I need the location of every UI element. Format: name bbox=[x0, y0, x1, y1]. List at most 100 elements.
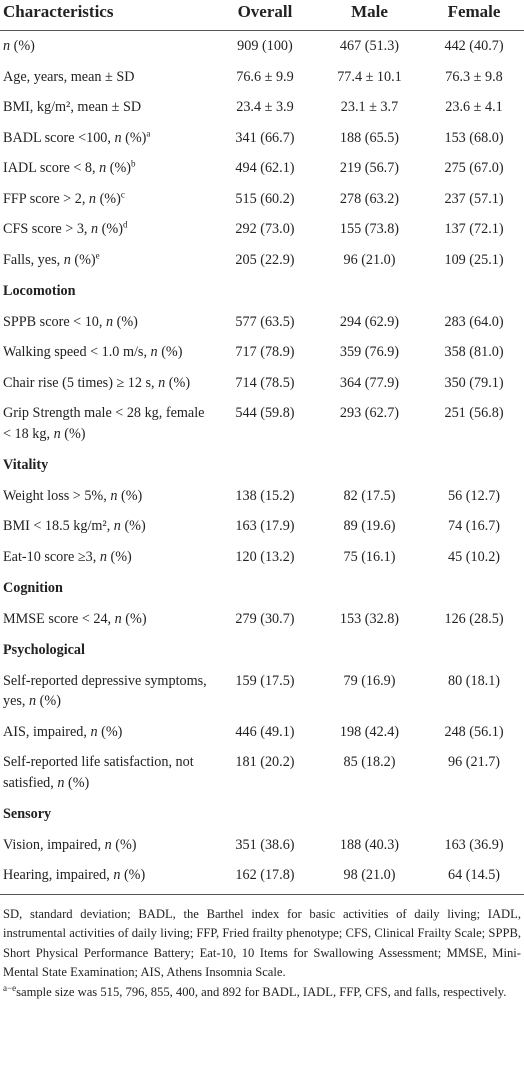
data-row: Falls, yes, n (%)e 205 (22.9) 96 (21.0) 109… bbox=[0, 245, 524, 276]
data-row: FFP score > 2, n (%)c 515 (60.2) 278 (63.2… bbox=[0, 184, 524, 215]
cell-value: 717 (78.9) bbox=[235, 344, 295, 360]
table-wrap: Characteristics Overall Male Female n (%) 90… bbox=[0, 0, 524, 999]
label-text: IADL score < 8, n (%) bbox=[3, 160, 132, 176]
label-text: n (%) bbox=[3, 38, 35, 54]
cell-value: 76.3 ± 9.8 bbox=[445, 68, 503, 85]
cell-value: 205 (22.9) bbox=[235, 251, 295, 268]
row-label: Falls, yes, n (%)e bbox=[0, 245, 215, 276]
cell-value: 162 (17.8) bbox=[235, 867, 295, 883]
cell-value: 275 (67.0) bbox=[444, 160, 504, 176]
cell-value: 23.6 ± 4.1 bbox=[445, 99, 503, 115]
label-text: FFP score > 2, n (%) bbox=[3, 190, 121, 207]
cell-value: 163 (17.9) bbox=[235, 518, 295, 534]
label-text: Falls, yes, n (%) bbox=[3, 251, 96, 268]
abbreviation-note: SD, standard deviation; BADL, the Barthe… bbox=[3, 906, 521, 980]
data-row: BMI < 18.5 kg/m², n (%) 163 (17.9) 89 (19.… bbox=[0, 511, 524, 542]
label-superscript: c bbox=[120, 188, 125, 199]
cell-value: 45 (10.2) bbox=[448, 548, 501, 565]
row-label: FFP score > 2, n (%)c bbox=[0, 184, 215, 215]
sample-text: sample size was 515, 796, 855, 400, and … bbox=[16, 984, 507, 999]
cell-value: 544 (59.8) bbox=[235, 405, 295, 421]
label-text: AIS, impaired, n (%) bbox=[3, 723, 123, 740]
table-head: Characteristics Overall Male Female bbox=[0, 0, 524, 31]
label-superscript: d bbox=[122, 219, 128, 230]
cell-value: 75 (16.1) bbox=[343, 548, 396, 565]
label-text: Hearing, impaired, n (%) bbox=[3, 867, 146, 883]
cell-value: 159 (17.5) bbox=[235, 672, 295, 689]
cell-value: 198 (42.4) bbox=[339, 723, 400, 740]
label-text: Self-reported life satisfaction, not sat… bbox=[3, 754, 194, 791]
cell-value: 283 (64.0) bbox=[444, 313, 504, 330]
cell-value: 74 (16.7) bbox=[448, 518, 501, 534]
cell-value: 219 (56.7) bbox=[339, 160, 400, 176]
label-text: MMSE score < 24, n (%) bbox=[3, 610, 147, 627]
cell-value: 64 (14.5) bbox=[448, 867, 501, 883]
cell-value: 350 (79.1) bbox=[444, 374, 504, 391]
section-title: Cognition bbox=[3, 580, 63, 596]
row-label: SPPB score < 10, n (%) bbox=[0, 307, 215, 338]
data-row: Weight loss > 5%, n (%) 138 (15.2) 82 (17.… bbox=[0, 481, 524, 512]
data-row: Self-reported depressive symptoms, yes, … bbox=[0, 666, 524, 717]
row-label: Self-reported depressive symptoms, yes, … bbox=[0, 666, 215, 717]
characteristics-table: Characteristics Overall Male Female n (%) 90… bbox=[0, 0, 524, 894]
data-row: CFS score > 3, n (%)d 292 (73.0) 155 (73.8… bbox=[0, 214, 524, 245]
row-label: BMI, kg/m², mean ± SD bbox=[0, 92, 215, 123]
label-text: Eat-10 score ≥3, n (%) bbox=[3, 548, 132, 565]
data-row: n (%) 909 (100) 467 (51.3) 442 (40.7) bbox=[0, 31, 524, 62]
section-title: Locomotion bbox=[3, 283, 76, 299]
label-text: Walking speed < 1.0 m/s, n (%) bbox=[3, 344, 183, 360]
cell-value: 494 (62.1) bbox=[235, 160, 295, 176]
section-row: Sensory bbox=[0, 798, 524, 830]
cell-value: 714 (78.5) bbox=[235, 374, 295, 391]
cell-value: 364 (77.9) bbox=[339, 374, 400, 391]
label-text: Weight loss > 5%, n (%) bbox=[3, 487, 143, 504]
cell-value: 77.4 ± 10.1 bbox=[337, 68, 402, 85]
column-header: Female bbox=[424, 0, 524, 31]
section-row: Vitality bbox=[0, 449, 524, 481]
label-superscript: e bbox=[95, 249, 100, 260]
cell-value: 341 (66.7) bbox=[235, 129, 295, 146]
data-row: Age, years, mean ± SD 76.6 ± 9.9 77.4 ± 10… bbox=[0, 62, 524, 93]
cell-value: 188 (65.5) bbox=[339, 129, 400, 146]
section-row: Cognition bbox=[0, 572, 524, 604]
cell-value: 153 (68.0) bbox=[444, 129, 504, 146]
row-label: AIS, impaired, n (%) bbox=[0, 717, 215, 748]
cell-value: 446 (49.1) bbox=[235, 723, 295, 740]
cell-value: 155 (73.8) bbox=[339, 221, 400, 237]
cell-value: 248 (56.1) bbox=[444, 723, 504, 740]
section-row: Locomotion bbox=[0, 275, 524, 307]
cell-value: 292 (73.0) bbox=[235, 221, 295, 237]
data-row: Grip Strength male < 28 kg, female < 18 … bbox=[0, 398, 524, 449]
label-text: Chair rise (5 times) ≥ 12 s, n (%) bbox=[3, 374, 191, 391]
cell-value: 126 (28.5) bbox=[444, 610, 504, 627]
cell-value: 279 (30.7) bbox=[235, 610, 295, 627]
cell-value: 85 (18.2) bbox=[343, 754, 396, 770]
section-row: Psychological bbox=[0, 634, 524, 666]
row-label: Age, years, mean ± SD bbox=[0, 62, 215, 93]
header-row: Characteristics Overall Male Female bbox=[0, 0, 524, 31]
data-row: IADL score < 8, n (%)b 494 (62.1) 219 (56.… bbox=[0, 153, 524, 184]
cell-value: 278 (63.2) bbox=[339, 190, 400, 207]
cell-value: 251 (56.8) bbox=[444, 405, 504, 421]
data-row: MMSE score < 24, n (%) 279 (30.7) 153 (32.… bbox=[0, 604, 524, 635]
row-label: n (%) bbox=[0, 31, 215, 62]
label-text: BADL score <100, n (%) bbox=[3, 129, 147, 146]
section-title: Sensory bbox=[3, 806, 52, 822]
data-row: Hearing, impaired, n (%) 162 (17.8) 98 (21… bbox=[0, 860, 524, 894]
cell-value: 577 (63.5) bbox=[235, 313, 295, 330]
label-text: SPPB score < 10, n (%) bbox=[3, 313, 138, 330]
label-superscript: b bbox=[131, 158, 136, 169]
cell-value: 137 (72.1) bbox=[444, 221, 504, 237]
row-label: IADL score < 8, n (%)b bbox=[0, 153, 215, 184]
cell-value: 96 (21.0) bbox=[343, 251, 396, 268]
cell-value: 56 (12.7) bbox=[448, 487, 501, 504]
cell-value: 237 (57.1) bbox=[444, 190, 504, 207]
cell-value: 138 (15.2) bbox=[235, 487, 295, 504]
row-label: BMI < 18.5 kg/m², n (%) bbox=[0, 511, 215, 542]
row-label: Self-reported life satisfaction, not sat… bbox=[0, 747, 215, 798]
cell-value: 163 (36.9) bbox=[444, 836, 504, 853]
label-text: Grip Strength male < 28 kg, female < 18 … bbox=[3, 405, 205, 442]
cell-value: 467 (51.3) bbox=[339, 38, 400, 54]
data-row: BMI, kg/m², mean ± SD 23.4 ± 3.9 23.1 ± 3.… bbox=[0, 92, 524, 123]
label-text: Age, years, mean ± SD bbox=[3, 68, 135, 85]
